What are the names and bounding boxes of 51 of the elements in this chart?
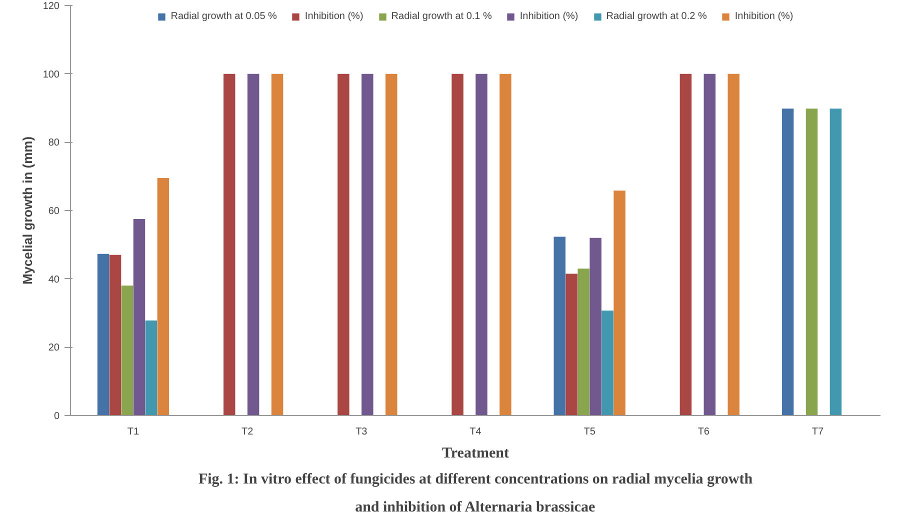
bar xyxy=(590,238,602,416)
bar xyxy=(157,178,170,416)
y-tick-label: 60 xyxy=(48,206,60,217)
y-tick-label: 120 xyxy=(42,1,60,12)
y-tick-label: 20 xyxy=(48,342,60,354)
bar xyxy=(554,236,566,416)
y-tick-label: 80 xyxy=(48,138,60,149)
text: and inhibition of Alternaria brassicae xyxy=(355,500,596,516)
bar xyxy=(133,219,146,416)
bar xyxy=(109,254,122,416)
bar xyxy=(782,108,794,416)
bar xyxy=(830,108,842,416)
bar xyxy=(97,254,110,416)
legend-label: Inhibition (%) xyxy=(304,11,364,22)
bar xyxy=(223,74,236,416)
y-tick-label: 0 xyxy=(54,411,60,422)
y-tick-label: 40 xyxy=(48,274,60,286)
x-tick-label: T6 xyxy=(698,426,710,438)
legend-label: Inhibition (%) xyxy=(520,11,578,22)
bar xyxy=(271,74,284,416)
legend-label: Radial growth at 0.05 % xyxy=(170,11,277,22)
bar xyxy=(385,74,398,416)
bar xyxy=(728,74,740,416)
bar xyxy=(362,74,374,416)
bar xyxy=(121,286,134,416)
x-tick-label: T7 xyxy=(812,426,824,438)
x-tick-label: T3 xyxy=(356,426,368,438)
y-tick-label: 100 xyxy=(42,69,60,80)
x-tick-label: T4 xyxy=(470,426,482,438)
bar xyxy=(476,74,488,416)
legend-label: Radial growth at 0.2 % xyxy=(606,11,707,22)
bar xyxy=(680,74,692,416)
bar xyxy=(247,74,260,416)
x-tick-label: T5 xyxy=(584,426,596,438)
caption: Fig. 1: In vitro effect of fungicides at different concentrations on radial mycelia growth xyxy=(198,472,754,488)
bar xyxy=(806,108,818,416)
bar xyxy=(566,274,578,416)
bar xyxy=(145,320,158,416)
legend-label: Inhibition (%) xyxy=(734,11,794,22)
x-tick-label: T1 xyxy=(127,426,140,438)
bar xyxy=(704,74,716,416)
bar xyxy=(578,268,590,416)
bar xyxy=(452,74,464,416)
bar xyxy=(500,74,512,416)
bar xyxy=(614,190,626,416)
y-axis-title: Mycelial growth in (mm) xyxy=(20,136,35,285)
x-tick-label: T2 xyxy=(241,426,254,438)
bar xyxy=(338,74,350,416)
bar xyxy=(602,310,614,416)
x-axis-title: Treatment xyxy=(442,446,509,462)
legend-label: Radial growth at 0.1 % xyxy=(391,11,492,22)
